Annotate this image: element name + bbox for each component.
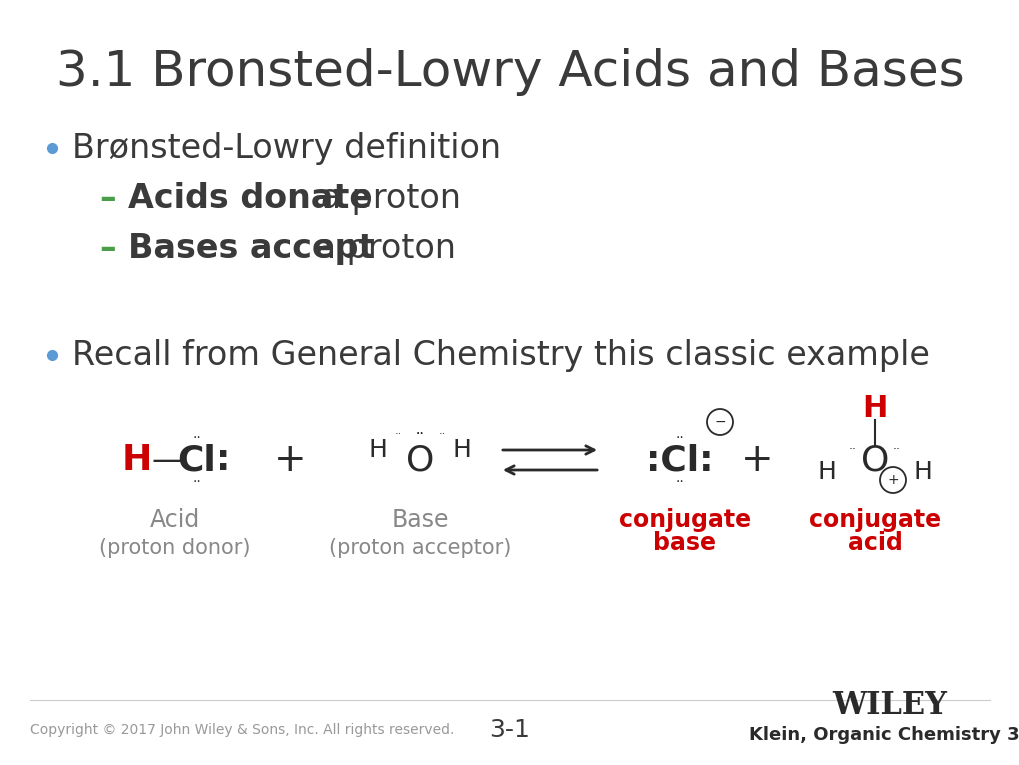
Text: H: H xyxy=(817,460,836,484)
Text: —: — xyxy=(152,445,182,474)
Text: O: O xyxy=(860,443,889,477)
Text: H: H xyxy=(861,393,887,422)
Text: Brønsted-Lowry definition: Brønsted-Lowry definition xyxy=(72,132,500,164)
Text: conjugate: conjugate xyxy=(808,508,941,532)
Text: +: + xyxy=(273,441,306,479)
Text: –: – xyxy=(100,232,128,265)
Text: +: + xyxy=(887,473,898,487)
Text: a proton: a proton xyxy=(305,232,455,265)
Text: H: H xyxy=(368,438,387,462)
Text: H: H xyxy=(452,438,471,462)
Text: H: H xyxy=(121,443,152,477)
Text: ··: ·· xyxy=(438,429,445,439)
Text: −: − xyxy=(713,415,726,429)
Text: 3.1 Bronsted-Lowry Acids and Bases: 3.1 Bronsted-Lowry Acids and Bases xyxy=(56,48,963,96)
Text: ··: ·· xyxy=(848,444,856,457)
Text: Klein, Organic Chemistry 3e: Klein, Organic Chemistry 3e xyxy=(748,726,1019,744)
Text: ··: ·· xyxy=(675,431,684,445)
Text: (proton donor): (proton donor) xyxy=(99,538,251,558)
Text: +: + xyxy=(740,441,772,479)
Text: H: H xyxy=(913,460,931,484)
Text: O: O xyxy=(406,443,434,477)
Text: Base: Base xyxy=(391,508,448,532)
Text: (proton acceptor): (proton acceptor) xyxy=(328,538,511,558)
Text: –: – xyxy=(100,181,128,214)
Text: ··: ·· xyxy=(193,475,201,489)
Text: Acids donate: Acids donate xyxy=(127,181,372,214)
Text: WILEY: WILEY xyxy=(832,691,947,721)
Text: Copyright © 2017 John Wiley & Sons, Inc. All rights reserved.: Copyright © 2017 John Wiley & Sons, Inc.… xyxy=(30,723,453,737)
Text: conjugate: conjugate xyxy=(619,508,750,532)
Text: base: base xyxy=(653,531,715,555)
Text: ··: ·· xyxy=(415,427,424,441)
Text: a proton: a proton xyxy=(310,181,461,214)
Text: ··: ·· xyxy=(193,431,201,445)
Text: Acid: Acid xyxy=(150,508,200,532)
Text: ··: ·· xyxy=(892,444,900,457)
Text: :Cl:: :Cl: xyxy=(646,443,713,477)
Text: :: : xyxy=(216,443,230,477)
Text: acid: acid xyxy=(847,531,902,555)
Text: ··: ·· xyxy=(394,429,401,439)
Text: Recall from General Chemistry this classic example: Recall from General Chemistry this class… xyxy=(72,338,929,372)
Text: Bases accept: Bases accept xyxy=(127,232,374,265)
Text: ··: ·· xyxy=(675,475,684,489)
Text: Cl: Cl xyxy=(177,443,216,477)
Text: 3-1: 3-1 xyxy=(489,718,530,742)
Text: ··: ·· xyxy=(415,427,424,441)
